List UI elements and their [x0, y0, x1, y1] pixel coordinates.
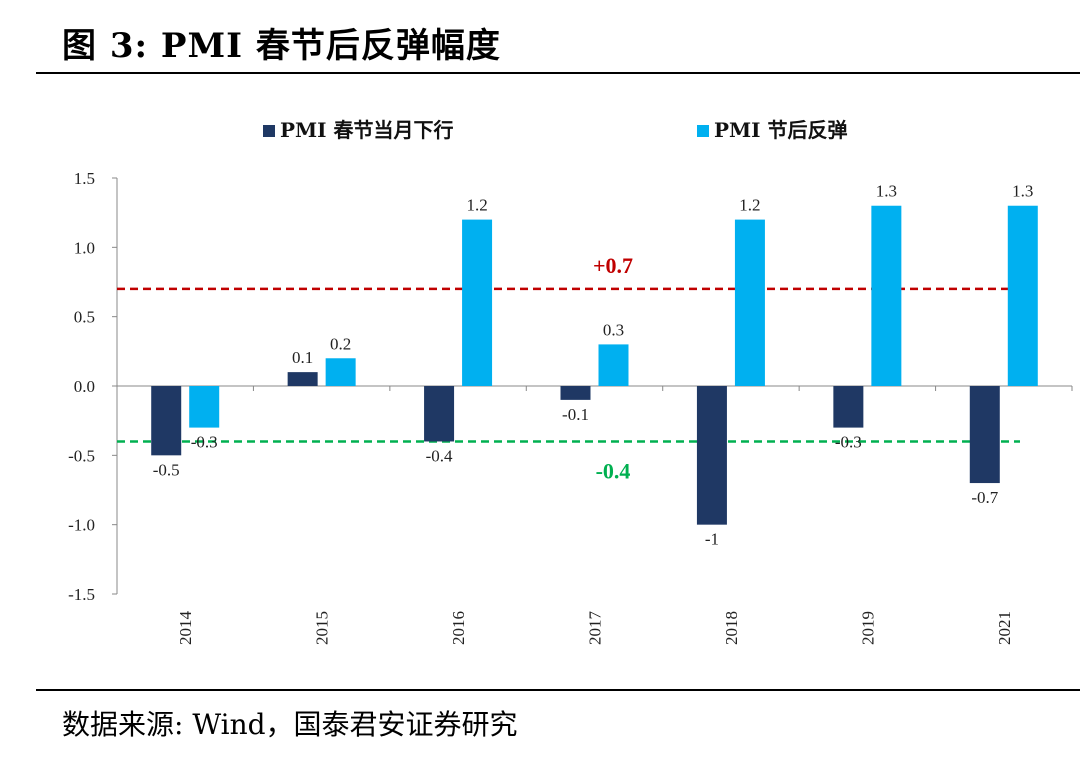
y-tick-label: 0.0 — [74, 377, 95, 396]
top-rule — [36, 72, 1080, 74]
bar-decline — [287, 372, 318, 386]
bar-rebound — [189, 386, 220, 428]
bar-chart: 1.5 1.0 0.5 0.0 -0.5 -1.0 -1.5 -0.5 -0.3 2014 0.1 0… — [68, 118, 1073, 646]
legend-label: PMI 节后反弹 — [714, 118, 848, 142]
bar-rebound — [325, 358, 356, 386]
x-tick-label: 2019 — [858, 611, 877, 645]
legend-swatch — [697, 125, 709, 137]
bar-rebound — [871, 205, 902, 386]
bar-rebound — [598, 344, 629, 386]
data-label: 1.2 — [466, 196, 487, 215]
legend-swatch — [263, 125, 275, 137]
data-label: 0.3 — [603, 320, 624, 339]
figure-title: 图 3: PMI 春节后反弹幅度 — [62, 26, 501, 66]
data-label: 1.3 — [1012, 182, 1033, 201]
y-tick-label: 1.5 — [74, 169, 95, 188]
y-tick-label: -0.5 — [68, 446, 95, 465]
legend-label: PMI 春节当月下行 — [280, 118, 454, 142]
data-label: -0.4 — [426, 446, 453, 465]
bar-decline — [969, 386, 1000, 484]
y-tick-label: 1.0 — [74, 238, 95, 257]
bar-decline — [833, 386, 864, 428]
bar-decline — [151, 386, 182, 456]
bar-decline — [696, 386, 727, 525]
bar-rebound — [462, 219, 493, 386]
bottom-rule — [36, 689, 1080, 691]
data-label: 0.2 — [330, 334, 351, 353]
x-tick-label: 2015 — [313, 611, 332, 645]
bar-decline — [560, 386, 591, 400]
data-label: 1.2 — [739, 196, 760, 215]
data-label: -0.3 — [835, 433, 862, 452]
data-label: -0.3 — [191, 433, 218, 452]
reference-line-label: -0.4 — [596, 458, 631, 483]
y-tick-label: -1.5 — [68, 585, 95, 604]
x-tick-label: 2016 — [449, 611, 468, 645]
x-tick-label: 2018 — [722, 611, 741, 645]
x-tick-label: 2021 — [995, 611, 1014, 645]
data-label: -0.1 — [562, 405, 589, 424]
data-label: -0.5 — [153, 460, 180, 479]
data-label: -0.7 — [971, 488, 998, 507]
bar-rebound — [734, 219, 765, 386]
data-label: 0.1 — [292, 348, 313, 367]
x-tick-label: 2014 — [176, 611, 195, 646]
data-label: 1.3 — [876, 182, 897, 201]
bar-decline — [424, 386, 455, 442]
bar-rebound — [1007, 205, 1038, 386]
y-tick-label: 0.5 — [74, 308, 95, 327]
x-tick-label: 2017 — [586, 611, 605, 646]
reference-line-label: +0.7 — [593, 253, 633, 278]
data-label: -1 — [705, 530, 719, 549]
y-tick-label: -1.0 — [68, 516, 95, 535]
source-note: 数据来源: Wind，国泰君安证券研究 — [62, 708, 518, 741]
